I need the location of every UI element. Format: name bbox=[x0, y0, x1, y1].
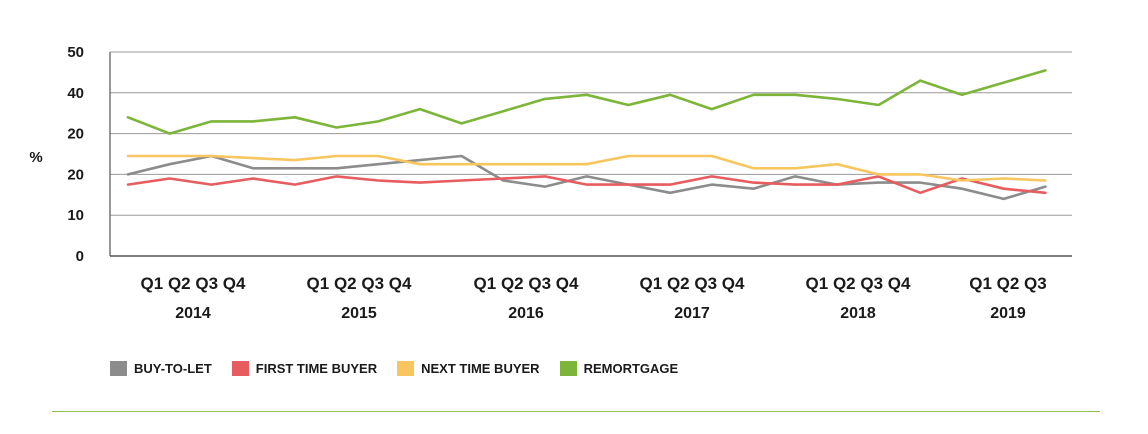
year-label: 2016 bbox=[508, 305, 544, 322]
year-label: 2019 bbox=[990, 305, 1026, 322]
legend-swatch bbox=[231, 361, 249, 376]
legend-item: BUY-TO-LET bbox=[110, 361, 212, 376]
series-line-remortgage bbox=[126, 69, 1047, 135]
quarter-labels: Q1 Q2 Q3 Q4 bbox=[141, 274, 246, 293]
legend-swatch bbox=[110, 361, 127, 376]
x-axis-labels: Q1 Q2 Q3 Q4 Q1 Q2 Q3 Q4 Q1 Q2 Q3 Q4 Q1 Q2 Q… bbox=[141, 274, 1047, 322]
y-tick-label: 20 bbox=[67, 166, 84, 183]
footer-divider bbox=[52, 411, 1100, 412]
legend-label: REMORTGAGE bbox=[583, 361, 679, 376]
legend: BUY-TO-LET FIRST TIME BUYER NEXT TIME BUYE… bbox=[110, 361, 698, 376]
legend-item: NEXT TIME BUYER bbox=[397, 361, 540, 376]
y-tick-label: 20 bbox=[67, 126, 84, 143]
quarter-labels: Q1 Q2 Q3 Q4 bbox=[640, 274, 745, 293]
legend-label: NEXT TIME BUYER bbox=[421, 361, 540, 376]
quarter-labels: Q1 Q2 Q3 Q4 bbox=[307, 274, 412, 293]
legend-item: FIRST TIME BUYER bbox=[231, 361, 378, 376]
series-line-buy-to-let bbox=[126, 154, 1047, 201]
y-tick-label: 40 bbox=[67, 85, 84, 102]
y-axis-ticks: 0 10 20 20 40 50 bbox=[67, 44, 84, 265]
y-tick-label: 0 bbox=[76, 248, 84, 265]
quarter-labels: Q1 Q2 Q3 Q4 bbox=[806, 274, 911, 293]
year-label: 2014 bbox=[175, 305, 211, 322]
quarter-labels: Q1 Q2 Q3 Q4 bbox=[474, 274, 579, 293]
legend-item: REMORTGAGE bbox=[559, 361, 679, 376]
y-axis-unit-label: % bbox=[29, 149, 42, 166]
legend-label: FIRST TIME BUYER bbox=[255, 361, 378, 376]
series-line-first-time-buyer bbox=[126, 175, 1047, 195]
legend-label: BUY-TO-LET bbox=[134, 361, 212, 376]
y-tick-label: 50 bbox=[67, 44, 84, 61]
series-lines bbox=[126, 69, 1047, 201]
year-label: 2015 bbox=[341, 305, 377, 322]
year-label: 2017 bbox=[674, 305, 710, 322]
quarter-labels: Q1 Q2 Q3 bbox=[969, 274, 1046, 293]
gridlines bbox=[109, 51, 1072, 257]
series-line-next-time-buyer bbox=[126, 154, 1047, 182]
y-tick-label: 10 bbox=[67, 207, 84, 224]
year-label: 2018 bbox=[840, 305, 876, 322]
legend-swatch bbox=[559, 361, 577, 376]
legend-swatch bbox=[397, 361, 415, 376]
